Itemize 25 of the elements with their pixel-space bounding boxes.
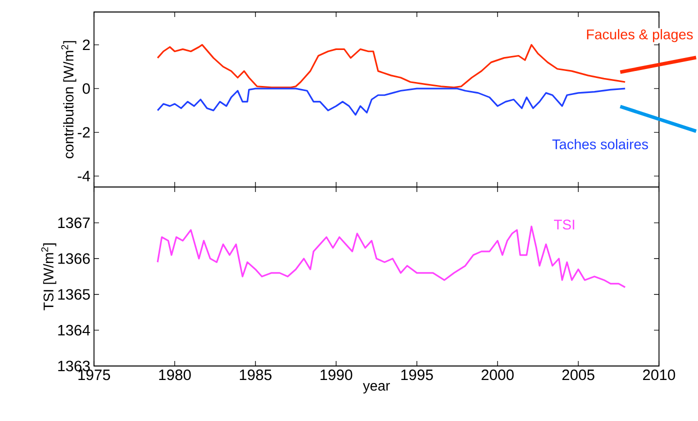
x-axis-title: year [362, 383, 390, 394]
series-label: TSI [554, 220, 574, 230]
y-tick-label: -4 [78, 170, 90, 182]
x-tick-label: 1985 [240, 370, 272, 380]
y-tick-label: -2 [78, 127, 90, 138]
x-tick-label: 1975 [78, 370, 110, 380]
y-tick-label: 0 [82, 83, 90, 94]
x-tick-label: 1980 [159, 370, 191, 380]
x-tick-label: 2000 [482, 370, 514, 380]
x-tick-label: 1995 [401, 370, 433, 380]
y-tick-label: 1364 [58, 324, 90, 336]
text: Taches solaires [552, 138, 648, 150]
y-axis-title: contribution [W/m$^{2}$] [61, 41, 76, 158]
y-tick-label: 1366 [58, 253, 90, 264]
y-tick-label: 2 [82, 40, 90, 50]
line-series [156, 44, 626, 88]
y-axis-title: TSI [W/m$^{2}$] [41, 243, 56, 310]
text: Facules & plages [587, 29, 693, 42]
y-tick-label: 1365 [58, 289, 90, 300]
y-tick-label: 1363 [58, 360, 90, 372]
line-series [156, 88, 626, 116]
x-tick-label: 2010 [643, 370, 676, 380]
x-tick-label: 2005 [562, 370, 594, 380]
y-tick-label: 1367 [58, 217, 90, 228]
x-tick-label: 1990 [320, 370, 352, 380]
